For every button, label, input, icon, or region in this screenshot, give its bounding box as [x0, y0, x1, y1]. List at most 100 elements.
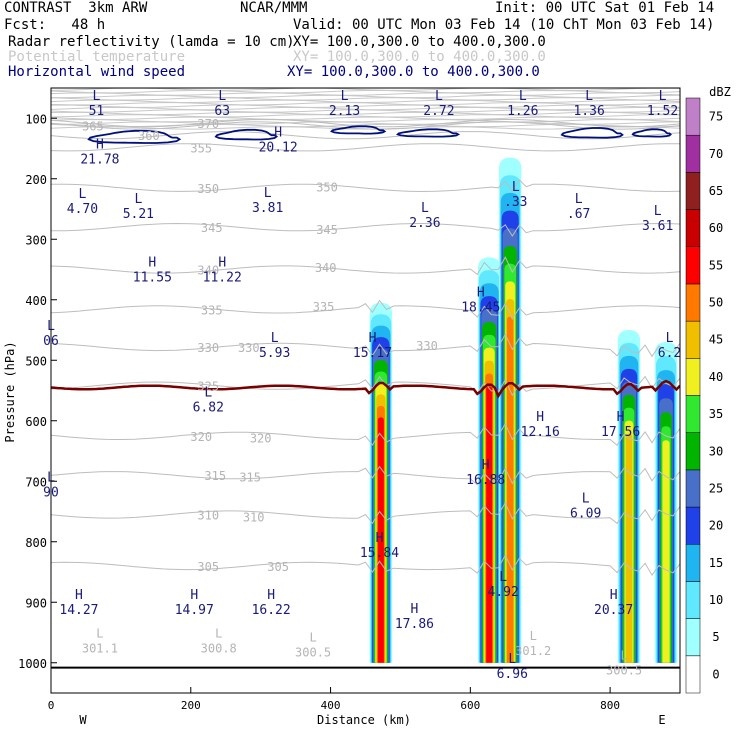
colorbar-label: 55 — [709, 258, 723, 272]
colorbar-label: 75 — [709, 110, 723, 124]
forecast-hour: Fcst: 48 h — [4, 17, 106, 33]
wind-extreme-marker: L — [582, 491, 590, 506]
reflectivity-shell — [506, 316, 514, 663]
wind-extreme-marker: L — [341, 89, 349, 104]
theta-contour — [51, 299, 680, 321]
wind-extreme-value: 2.36 — [409, 216, 440, 231]
theta-contour-label: 330 — [416, 339, 438, 353]
wind-extreme-value: 5.93 — [259, 346, 290, 361]
colorbar-label: 0 — [712, 667, 719, 681]
x-tick-label: 800 — [600, 699, 620, 712]
colorbar-label: 60 — [709, 221, 723, 235]
wind-extreme-value: 12.16 — [521, 425, 560, 440]
theta-contour — [51, 121, 680, 130]
wind-extreme-marker: H — [369, 331, 377, 346]
wind-extreme-value: 6.2 — [658, 346, 681, 361]
wind-extreme-marker: H — [148, 255, 156, 270]
wind-extreme-value: 6.82 — [193, 401, 224, 416]
wind-extreme-marker: H — [617, 410, 625, 425]
theta-contour-label: 310 — [243, 510, 265, 524]
wind-extreme-marker: L — [134, 192, 142, 207]
theta-contour-label: 305 — [197, 560, 219, 574]
colorbar-swatch — [685, 320, 701, 359]
plot-frame — [50, 87, 681, 694]
theta-contour-label: 355 — [190, 141, 212, 155]
valid-time: Valid: 00 UTC Mon 03 Feb 14 (10 ChT Mon … — [293, 17, 715, 33]
theta-contour — [51, 143, 680, 152]
x-tick-label: 0 — [48, 699, 55, 712]
y-axis-label: Pressure (hPa) — [3, 341, 17, 442]
theta-contour-label: 350 — [316, 181, 338, 195]
wind-extreme-marker: H — [376, 531, 384, 546]
colorbar-swatch — [685, 172, 701, 210]
theta-contour-label: 320 — [190, 430, 212, 444]
wind-extreme-marker: H — [75, 588, 83, 603]
wind-extreme-marker: H — [477, 286, 485, 301]
wind-extreme-value: 51 — [89, 104, 105, 119]
init-time: Init: 00 UTC Sat 01 Feb 14 — [495, 0, 715, 16]
wind-contour-jet — [396, 128, 461, 138]
theta-contour-label: 335 — [201, 303, 223, 317]
x-end-west: W — [79, 713, 87, 727]
y-tick-label: 300 — [25, 233, 47, 247]
wind-contour-jet — [214, 128, 279, 141]
wind-extreme-value: 21.78 — [80, 153, 119, 168]
theta-low-marker: L — [309, 631, 316, 645]
theta-contour — [51, 333, 680, 358]
theta-contour — [51, 465, 680, 486]
colorbar-swatch — [685, 544, 701, 582]
x-end-east: E — [658, 713, 665, 727]
theta-contour-label: 345 — [201, 221, 223, 235]
theta-contour-label: 350 — [197, 182, 219, 196]
wind-layer — [51, 125, 680, 669]
wind-extreme-value: 16.22 — [252, 603, 291, 618]
reflectivity-shell — [486, 386, 493, 663]
colorbar-label: 40 — [709, 370, 723, 384]
colorbar-label: 15 — [709, 556, 723, 570]
field-wind-xy: XY= 100.0,300.0 to 400.0,300.0 — [287, 64, 540, 80]
center-label: NCAR/MMM — [240, 0, 308, 16]
wind-extreme-marker: L — [519, 89, 527, 104]
theta-low-value: 301.1 — [82, 641, 118, 655]
colorbar-label: 30 — [709, 444, 723, 458]
theta-low-marker: L — [530, 629, 537, 643]
theta-low-marker: L — [96, 626, 103, 640]
wind-extreme-marker: H — [411, 602, 419, 617]
colorbar-swatch — [685, 469, 701, 508]
wind-extreme-value: 15.84 — [360, 546, 399, 561]
wind-extreme-value: 6.09 — [570, 506, 601, 521]
colorbar-label: 25 — [709, 481, 723, 495]
wind-extreme-marker: H — [218, 255, 226, 270]
wind-extreme-value: 4.92 — [488, 585, 519, 600]
model-title: CONTRAST 3km ARW — [4, 0, 148, 16]
theta-low-value: 300.5 — [295, 646, 331, 660]
theta-contour-label: 365 — [82, 120, 104, 134]
wind-extreme-value: 1.36 — [573, 104, 604, 119]
theta-contour-label: 340 — [315, 261, 337, 275]
colorbar-swatch — [685, 134, 701, 173]
wind-extreme-value: 17.86 — [395, 617, 434, 632]
x-tick-label: 600 — [460, 699, 480, 712]
wind-extreme-value: 3.81 — [252, 201, 283, 216]
theta-contour-label: 320 — [250, 432, 272, 446]
wind-extreme-marker: L — [666, 331, 674, 346]
x-axis-label: Distance (km) — [317, 713, 411, 727]
wind-extreme-marker: L — [421, 201, 429, 216]
wind-extreme-marker: L — [659, 89, 667, 104]
colorbar-swatch — [685, 618, 701, 657]
colorbar-swatch — [685, 432, 701, 471]
y-tick-label: 900 — [25, 596, 47, 610]
theta-contour-stratosphere — [51, 89, 680, 94]
wind-extreme-value: 14.27 — [59, 603, 98, 618]
field-theta: Potential temperature — [8, 49, 186, 65]
colorbar-label: 5 — [712, 630, 719, 644]
wind-extreme-marker: L — [204, 386, 212, 401]
theta-contour-label: 310 — [197, 509, 219, 523]
colorbar-label: 10 — [709, 593, 723, 607]
wind-extreme-marker: L — [585, 89, 593, 104]
label-layer: 365 370 360 355 350 345 340 335 330 325 320 315 310 3… — [43, 89, 681, 682]
theta-contour-stratosphere — [51, 116, 680, 120]
theta-contour — [51, 422, 680, 446]
colorbar-swatch — [685, 209, 701, 247]
wind-extreme-value: 4.70 — [67, 202, 98, 217]
